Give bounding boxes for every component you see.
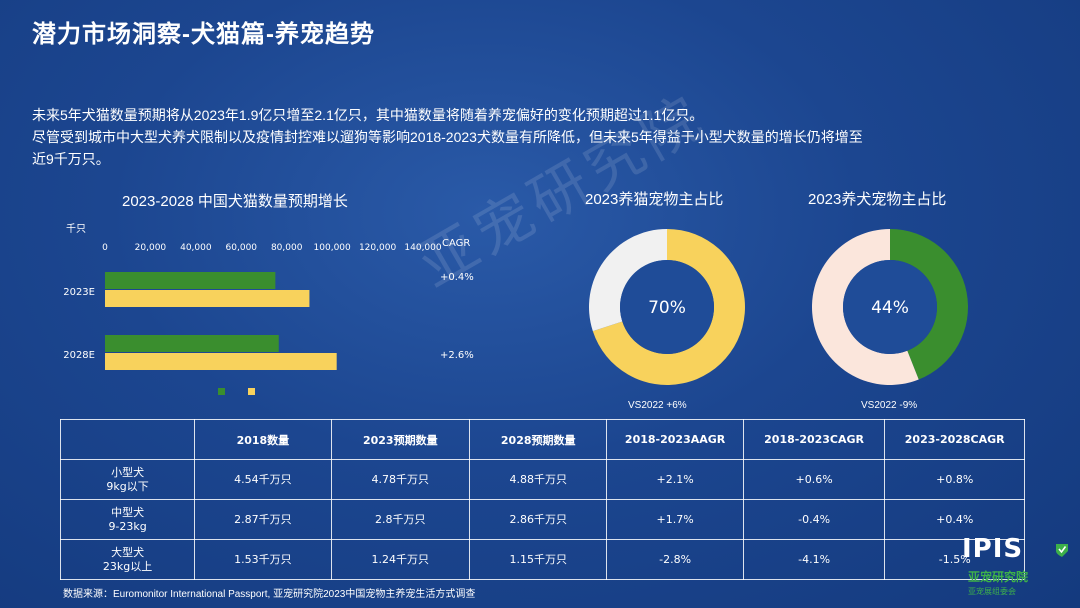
bar xyxy=(105,272,276,289)
row-label-weight: 23kg以上 xyxy=(102,559,153,573)
table-cell: 4.54千万只 xyxy=(194,459,332,500)
donut-slice xyxy=(890,229,968,380)
row-label-name: 中型犬 xyxy=(111,505,145,519)
x-tick-label: 20,000 xyxy=(135,243,167,253)
table-cell: +1.7% xyxy=(606,499,744,540)
shield-check-icon xyxy=(1056,544,1068,557)
table-cell: 2.86千万只 xyxy=(469,499,608,540)
x-tick-label: 140,000 xyxy=(404,243,441,253)
table-cell: 2.8千万只 xyxy=(330,499,471,540)
donut-hole xyxy=(843,260,937,354)
logo-subtitle-small: 亚宠展组委会 xyxy=(968,587,1016,596)
row-label-name: 小型犬 xyxy=(111,465,145,479)
table-header-cell: 2028预期数量 xyxy=(469,419,608,460)
logo-subtitle: 亚宠研究院 xyxy=(968,570,1029,584)
x-tick-label: 80,000 xyxy=(271,243,303,253)
table-cell: 4.88千万只 xyxy=(469,459,608,500)
dog-donut-title: 2023养犬宠物主占比 xyxy=(808,191,947,208)
x-tick-label: 60,000 xyxy=(226,243,258,253)
x-tick-label: 120,000 xyxy=(359,243,396,253)
donut-hole xyxy=(620,260,714,354)
intro-line-2: 尽管受到城市中大型犬养犬限制以及疫情封控难以遛狗等影响2018-2023犬数量有… xyxy=(32,129,863,145)
bar-chart: 千只 0 20,000 40,000 60,000 80,000 100,000 120,00… xyxy=(63,223,474,395)
table-cell: +0.4% xyxy=(884,499,1025,540)
unit-label: 千只 xyxy=(66,223,86,235)
legend-swatch xyxy=(218,388,225,395)
table-header-cell: 2018数量 xyxy=(194,419,332,460)
cagr-header: CAGR xyxy=(442,238,470,249)
x-tick-label: 40,000 xyxy=(180,243,212,253)
table-cell: 1.53千万只 xyxy=(194,539,332,580)
bar xyxy=(105,335,279,352)
table-cell: -0.4% xyxy=(742,499,886,540)
row-label-weight: 9-23kg xyxy=(108,519,147,533)
x-tick-label: 100,000 xyxy=(314,243,351,253)
table-header-cell: 2023预期数量 xyxy=(330,419,471,460)
table-header-cell: 2018-2023CAGR xyxy=(742,419,886,460)
cat-vs-label: VS2022 +6% xyxy=(628,400,687,411)
row-label: 小型犬 9kg以下 xyxy=(59,459,196,500)
table-cell: 1.24千万只 xyxy=(330,539,471,580)
bar-chart-title: 2023-2028 中国犬猫数量预期增长 xyxy=(122,193,348,210)
row-label: 中型犬 9-23kg xyxy=(59,499,196,540)
table-cell: +0.8% xyxy=(884,459,1025,500)
row-label: 大型犬 23kg以上 xyxy=(59,539,196,580)
cagr-value: +2.6% xyxy=(440,350,474,361)
table-header-cell: 2018-2023AAGR xyxy=(606,419,744,460)
table-cell: +0.6% xyxy=(742,459,886,500)
table-cell: 2.87千万只 xyxy=(194,499,332,540)
table-cell: 4.78千万只 xyxy=(330,459,471,500)
donut-slice xyxy=(592,229,745,385)
intro-text: 未来5年犬猫数量预期将从2023年1.9亿只增至2.1亿只，其中猫数量将随着养宠… xyxy=(32,104,1032,170)
table-row: 大型犬 23kg以上 1.53千万只 1.24千万只 1.15千万只 -2.8% … xyxy=(59,539,1025,580)
table-cell: -2.8% xyxy=(606,539,744,580)
legend-swatch xyxy=(248,388,255,395)
dog-donut-chart: 44% xyxy=(812,229,968,385)
dog-vs-label: VS2022 -9% xyxy=(861,400,918,411)
table-cell: +2.1% xyxy=(606,459,744,500)
table-cell: -1.5% xyxy=(884,539,1025,580)
bar xyxy=(105,290,310,307)
cagr-value: +0.4% xyxy=(440,272,474,283)
category-label: 2023E xyxy=(63,287,95,298)
table-row: 中型犬 9-23kg 2.87千万只 2.8千万只 2.86千万只 +1.7% -… xyxy=(59,499,1025,540)
table-header-row: 2018数量 2023预期数量 2028预期数量 2018-2023AAGR 2… xyxy=(59,419,1025,460)
cat-donut-chart: 70% xyxy=(589,229,745,385)
cat-donut-title: 2023养猫宠物主占比 xyxy=(585,191,724,208)
table-cell: 1.15千万只 xyxy=(469,539,608,580)
logo-text: IPIS xyxy=(962,534,1024,564)
data-source-note: 数据来源：Euromonitor International Passport,… xyxy=(63,589,476,600)
intro-line-3: 近9千万只。 xyxy=(32,151,110,167)
table-header-cell xyxy=(59,419,196,460)
donut-center-label: 70% xyxy=(648,298,686,318)
bar xyxy=(105,353,337,370)
intro-line-1: 未来5年犬猫数量预期将从2023年1.9亿只增至2.1亿只，其中猫数量将随着养宠… xyxy=(32,107,704,123)
donut-slice xyxy=(589,229,667,332)
donut-slice xyxy=(812,229,919,385)
row-label-name: 大型犬 xyxy=(111,545,145,559)
table-row: 小型犬 9kg以下 4.54千万只 4.78千万只 4.88千万只 +2.1% +… xyxy=(59,459,1025,500)
page-title: 潜力市场洞察-犬猫篇-养宠趋势 xyxy=(32,21,375,48)
row-label-weight: 9kg以下 xyxy=(106,479,149,493)
x-tick-label: 0 xyxy=(102,243,108,253)
table-cell: -4.1% xyxy=(742,539,886,580)
table-header-cell: 2023-2028CAGR xyxy=(884,419,1025,460)
dog-size-table: 2018数量 2023预期数量 2028预期数量 2018-2023AAGR 2… xyxy=(59,419,1025,580)
ipis-logo: IPIS 亚宠研究院 亚宠展组委会 xyxy=(962,534,1072,604)
category-label: 2028E xyxy=(63,350,95,361)
donut-center-label: 44% xyxy=(871,298,909,318)
